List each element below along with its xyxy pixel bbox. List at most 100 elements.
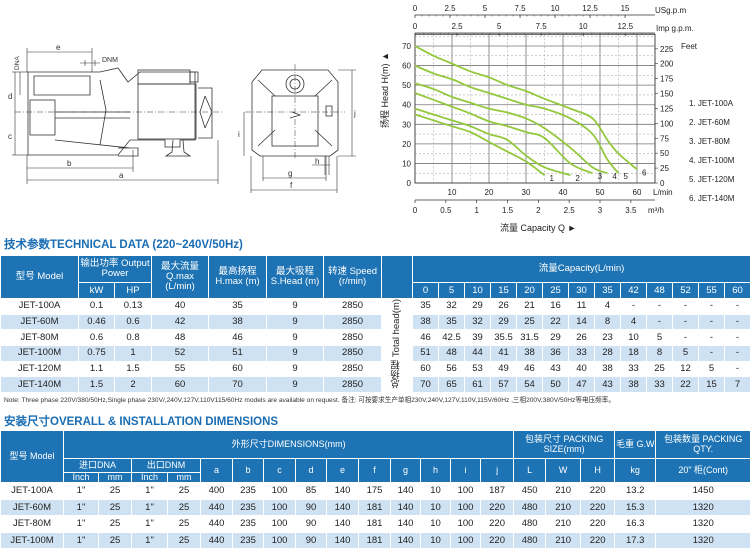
cell-qmax: 52 — [152, 346, 209, 362]
legend-item: 1. JET-100A — [689, 99, 734, 108]
col-dna-inch: Inch — [64, 473, 99, 483]
feet-tick-label: 150 — [660, 90, 674, 99]
col-output-power: 输出功率 Output Power — [79, 256, 152, 283]
cell-hp: 1 — [115, 346, 152, 362]
m3h-tick-label: 2.5 — [564, 206, 576, 215]
m3h-tick-label: 3 — [598, 206, 603, 215]
total-head-label: 总扬程 Total head(m) — [392, 299, 402, 388]
top-axis-tick-label: 7.5 — [514, 4, 526, 13]
cell-value: 100 — [264, 499, 296, 516]
col-dim-e: e — [327, 459, 359, 483]
cell-value: 140 — [391, 516, 421, 533]
top-axis-tick-label: 10 — [579, 22, 588, 31]
cell-value: 85 — [296, 483, 327, 500]
cell-kw: 0.6 — [79, 330, 115, 346]
cell-value: 1320 — [656, 499, 750, 516]
cell-head: - — [699, 299, 725, 315]
cell-value: 220 — [481, 499, 514, 516]
col-capacity-value: 15 — [491, 283, 517, 299]
cell-value: 440 — [201, 516, 233, 533]
cell-head: 42.5 — [439, 330, 465, 346]
col-pack-L: L — [514, 459, 546, 483]
cell-qmax: 55 — [152, 361, 209, 377]
cell-hp: 1.5 — [115, 361, 152, 377]
cell-shead: 9 — [267, 330, 324, 346]
cell-head: 33 — [621, 361, 647, 377]
legend-item: 5. JET-120M — [689, 175, 735, 184]
cell-head: - — [725, 314, 750, 330]
cell-value: 90 — [296, 516, 327, 533]
cell-shead: 9 — [267, 377, 324, 393]
col-cont: 20" 柜(Cont) — [656, 459, 750, 483]
cell-head: 43 — [543, 361, 569, 377]
cell-speed: 2850 — [324, 361, 382, 377]
cell-head: 5 — [647, 330, 673, 346]
y-tick-label: 0 — [407, 179, 412, 188]
cell-hmax: 35 — [209, 299, 267, 315]
top-axis-tick-label: 10 — [551, 4, 560, 13]
cell-value: 25 — [99, 532, 132, 549]
cell-value: 1450 — [656, 483, 750, 500]
col-dna-mm: mm — [99, 473, 132, 483]
cell-head: - — [699, 346, 725, 362]
cell-hp: 0.8 — [115, 330, 152, 346]
series-curve-2 — [415, 109, 570, 176]
cell-value: 220 — [581, 499, 615, 516]
cell-value: 100 — [264, 483, 296, 500]
m3h-tick-label: 3.5 — [625, 206, 637, 215]
col-kg: kg — [615, 459, 656, 483]
cell-value: 17.3 — [615, 532, 656, 549]
col-dim-b: b — [233, 459, 264, 483]
cell-value: 235 — [233, 516, 264, 533]
col-capacity-value: 20 — [517, 283, 543, 299]
col-dim-h: h — [421, 459, 451, 483]
y-tick-label: 10 — [402, 159, 411, 168]
col-capacity-value: 0 — [413, 283, 439, 299]
cell-head: 11 — [569, 299, 595, 315]
cell-value: 10 — [421, 516, 451, 533]
cell-value: 140 — [327, 499, 359, 516]
m3h-tick-label: 0.5 — [440, 206, 452, 215]
col-dimensions: 外形尺寸DIMENSIONS(mm) — [64, 431, 514, 459]
cell-head: - — [673, 314, 699, 330]
top-axis-tick-label: 12.5 — [582, 4, 598, 13]
cell-value: 100 — [451, 516, 481, 533]
cell-value: 450 — [514, 483, 546, 500]
cell-hp: 0.6 — [115, 314, 152, 330]
cell-head: 31.5 — [517, 330, 543, 346]
pump-side-view-drawing — [12, 48, 222, 184]
feet-tick-label: 125 — [660, 104, 674, 113]
cell-value: 440 — [201, 532, 233, 549]
cell-value: 90 — [296, 532, 327, 549]
col-hp: HP — [115, 283, 152, 299]
col-pack-W: W — [546, 459, 581, 483]
cell-value: 140 — [327, 516, 359, 533]
series-end-label: 5 — [624, 172, 629, 181]
cell-head: 25 — [517, 314, 543, 330]
cell-head: 56 — [439, 361, 465, 377]
cell-head: - — [725, 361, 750, 377]
col-capacity-value: 5 — [439, 283, 465, 299]
cell-head: 22 — [673, 377, 699, 393]
top-axis-unit: USg.p.m — [655, 6, 686, 15]
cell-head: 15 — [699, 377, 725, 393]
legend-item: 6. JET-140M — [689, 194, 735, 203]
cell-head: 28 — [595, 346, 621, 362]
series-end-label: 2 — [575, 174, 580, 183]
col-speed: 转速 Speed (r/min) — [324, 256, 382, 299]
x-tick-label: 20 — [485, 188, 494, 197]
cell-value: 480 — [514, 499, 546, 516]
cell-head: 60 — [413, 361, 439, 377]
top-axis-tick-label: 12.5 — [617, 22, 633, 31]
cell-head: 36 — [543, 346, 569, 362]
col-dim-a: a — [201, 459, 233, 483]
x-tick-label: 60 — [633, 188, 642, 197]
cell-value: 181 — [359, 516, 391, 533]
cell-head: 23 — [595, 330, 621, 346]
cell-value: 100 — [264, 516, 296, 533]
